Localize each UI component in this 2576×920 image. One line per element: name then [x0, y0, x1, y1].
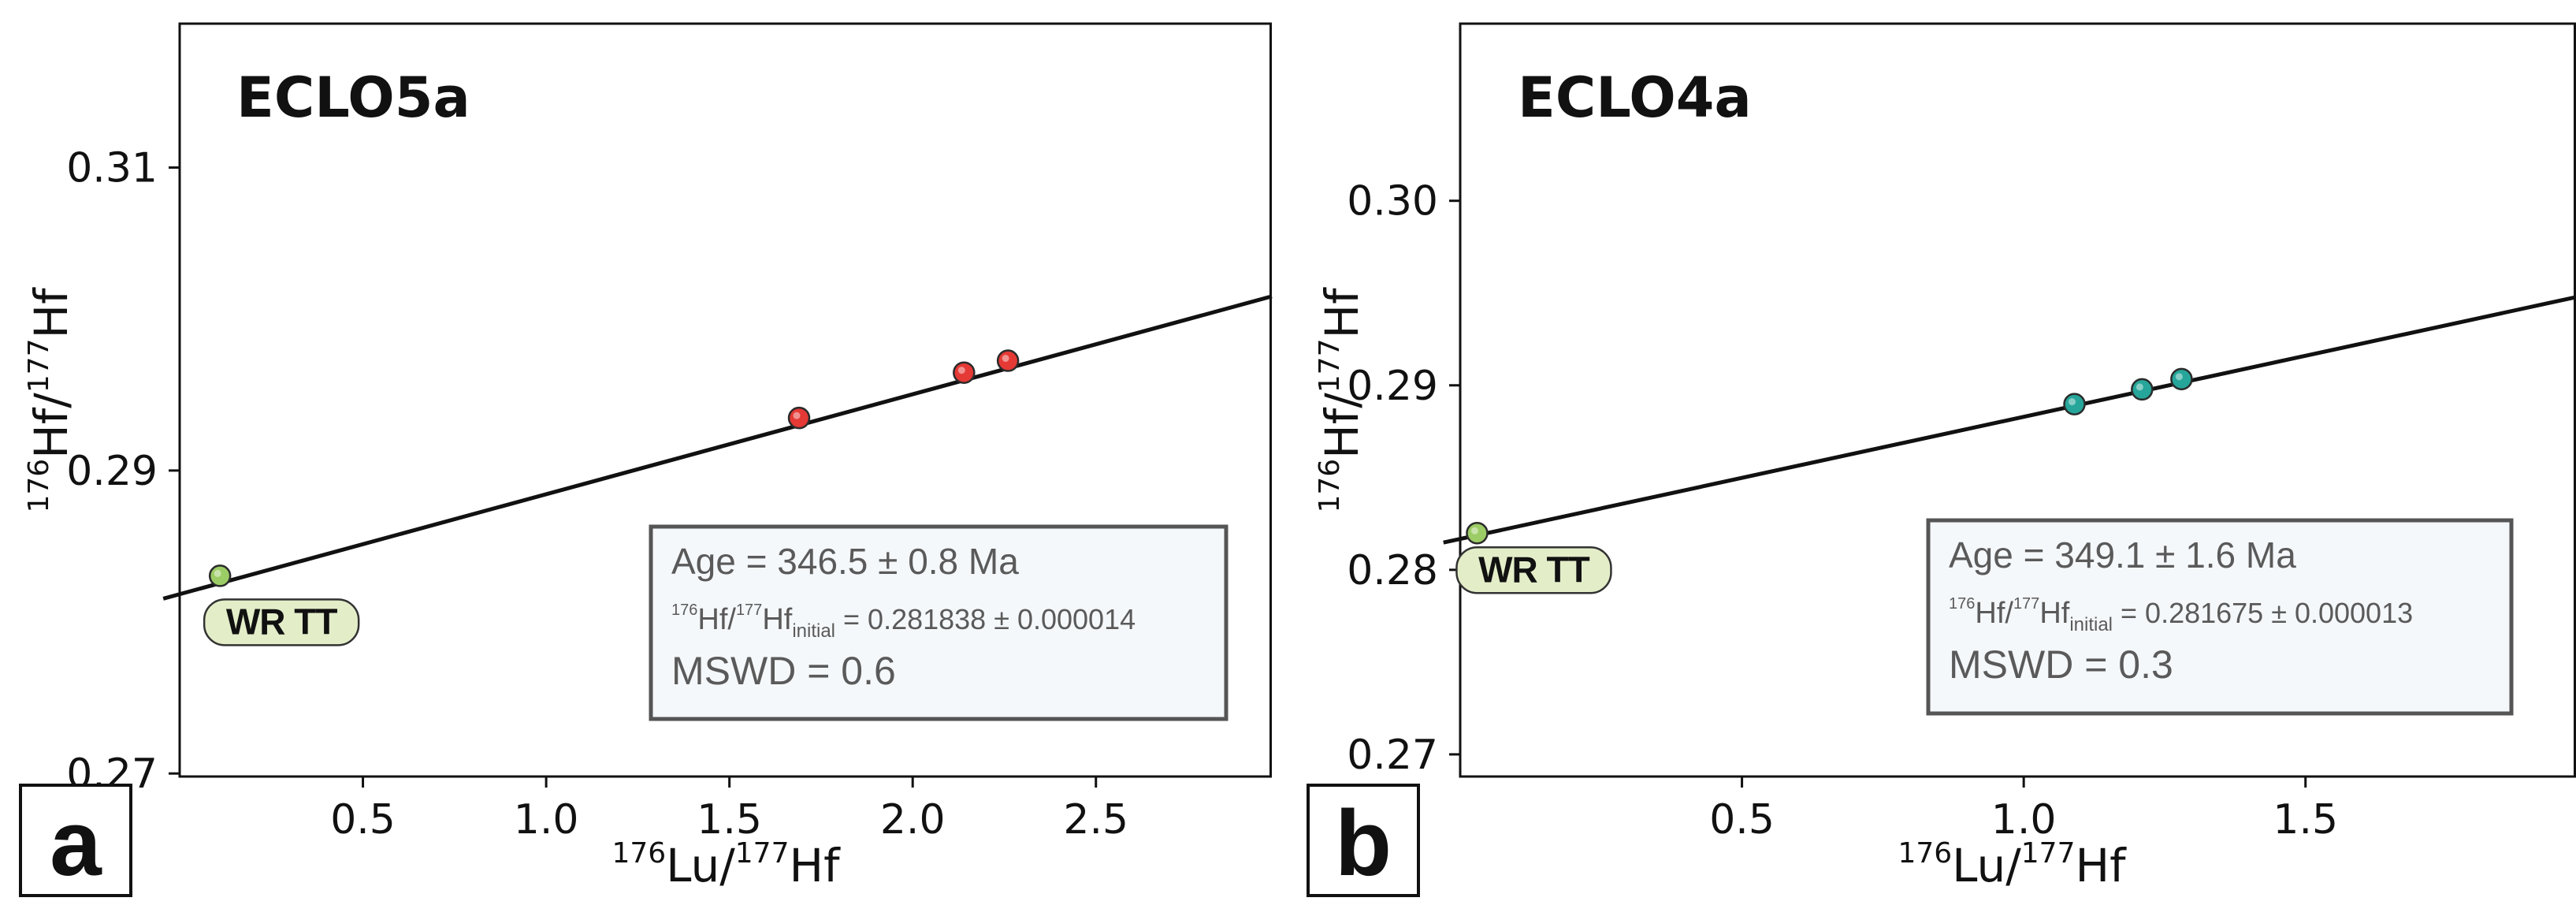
x-tick-label: 1.0	[514, 796, 579, 844]
sample-point	[996, 349, 1020, 372]
whole-rock-point	[208, 564, 232, 587]
panel-letter: a	[50, 791, 102, 896]
sample-point	[953, 361, 976, 384]
panel-letter-box	[19, 784, 132, 897]
x-label-part: Lu/	[1952, 839, 2021, 892]
mswd-text: MSWD = 0.3	[1949, 643, 2173, 687]
plot-frame	[178, 22, 1272, 778]
y-label-part: Hf/	[24, 393, 78, 459]
sample-point	[2170, 367, 2193, 391]
x-tick-label: 0.5	[330, 796, 396, 844]
age-text: Age = 346.5 ± 0.8 Ma	[671, 541, 1019, 582]
point-highlight	[2136, 383, 2143, 391]
x-label-part: Hf	[790, 839, 842, 892]
y-tick-label: 0.27	[1347, 732, 1438, 779]
y-tick-label: 0.29	[66, 448, 158, 495]
initial-sup: 176	[1949, 595, 1975, 613]
panel-letter-box	[1307, 784, 1420, 897]
initial-part: Hf/	[1975, 597, 2013, 630]
x-label-sup: 177	[2021, 837, 2076, 870]
isochron-result-box: Age = 349.1 ± 1.6 Ma 176Hf/177Hfinitial =…	[1926, 518, 2514, 716]
result-box-frame	[1926, 518, 2514, 716]
x-tick-label: 1.0	[1991, 796, 2057, 844]
x-label-sup: 177	[735, 837, 790, 870]
y-label-sup: 177	[23, 339, 55, 393]
x-label-sup: 176	[1898, 837, 1952, 870]
x-tick-label: 2.0	[880, 796, 946, 844]
x-tick-label: 2.5	[1063, 796, 1128, 844]
whole-rock-tag-bg	[1455, 546, 1612, 594]
point-highlight	[1002, 355, 1009, 363]
initial-sub: initial	[2069, 614, 2113, 635]
panel-a: 0.5 1.0 1.5 2.0 2.50.270.290.31176Lu/177Hf17…	[19, 22, 1273, 897]
whole-rock-tag-bg	[203, 598, 360, 646]
x-label-sup: 176	[611, 837, 666, 870]
whole-rock-tag: WR TT	[203, 598, 360, 646]
age-text: Age = 349.1 ± 1.6 Ma	[1949, 534, 2296, 575]
sample-point	[787, 406, 811, 430]
y-tick-label: 0.28	[1347, 547, 1438, 594]
y-tick-label: 0.31	[66, 145, 158, 192]
point-highlight	[793, 412, 801, 419]
panel-title: ECLO5a	[236, 65, 470, 130]
point-highlight	[2069, 398, 2076, 406]
point-highlight	[214, 569, 221, 577]
initial-ratio-text: 176Hf/177Hfinitial = 0.281675 ± 0.000013	[1949, 595, 2413, 635]
initial-part: Hf	[2039, 597, 2069, 630]
point-highlight	[1470, 527, 1478, 534]
plot-frame	[1459, 22, 2576, 778]
x-tick-label: 0.5	[1709, 796, 1775, 844]
y-label-part: Hf	[24, 287, 78, 339]
isochron-result-box: Age = 346.5 ± 0.8 Ma 176Hf/177Hfinitial =…	[649, 524, 1229, 721]
whole-rock-tag-label: WR TT	[1478, 549, 1590, 590]
point-highlight	[2175, 373, 2183, 381]
initial-ratio-text: 176Hf/177Hfinitial = 0.281838 ± 0.000014	[671, 602, 1136, 642]
y-label-part: Hf/	[1315, 393, 1369, 459]
y-label-sup: 176	[23, 459, 55, 513]
isochron-line	[162, 294, 1273, 601]
y-tick-label: 0.29	[1347, 363, 1438, 410]
x-tick-label: 1.5	[697, 796, 762, 844]
initial-part: Hf/	[697, 603, 736, 636]
initial-value: = 0.281838 ± 0.000014	[835, 603, 1136, 635]
x-label-part: Lu/	[666, 839, 735, 892]
x-axis-label: 176Lu/177Hf	[611, 837, 841, 892]
y-label-part: Hf	[1315, 287, 1369, 339]
whole-rock-point	[1466, 522, 1489, 545]
initial-sub: initial	[792, 620, 835, 642]
result-box-frame	[649, 524, 1229, 721]
x-axis-label: 176Lu/177Hf	[1898, 837, 2127, 892]
panel-b: 0.5 1.0 1.50.270.280.290.30176Lu/177Hf176H…	[1307, 22, 2576, 897]
y-axis-label: 176Hf/177Hf	[23, 287, 78, 513]
point-highlight	[957, 367, 965, 374]
sample-point	[2131, 378, 2154, 401]
initial-sup: 176	[671, 602, 697, 619]
whole-rock-tag: WR TT	[1455, 546, 1612, 594]
panel-letter: b	[1335, 791, 1392, 896]
x-tick-label: 1.5	[2273, 796, 2338, 844]
isochron-line	[1443, 295, 2576, 545]
y-tick-label: 0.30	[1347, 178, 1438, 225]
y-axis-label: 176Hf/177Hf	[1314, 287, 1369, 513]
initial-part: Hf	[762, 603, 792, 636]
x-label-part: Hf	[2076, 839, 2128, 892]
panel-title: ECLO4a	[1518, 65, 1752, 130]
whole-rock-tag-label: WR TT	[226, 601, 338, 642]
initial-value: = 0.281675 ± 0.000013	[2113, 597, 2413, 629]
y-label-sup: 177	[1314, 339, 1346, 393]
initial-sup: 177	[736, 602, 762, 619]
mswd-text: MSWD = 0.6	[671, 649, 896, 693]
y-label-sup: 176	[1314, 459, 1346, 513]
initial-sup: 177	[2013, 595, 2039, 613]
sample-point	[2063, 393, 2086, 415]
